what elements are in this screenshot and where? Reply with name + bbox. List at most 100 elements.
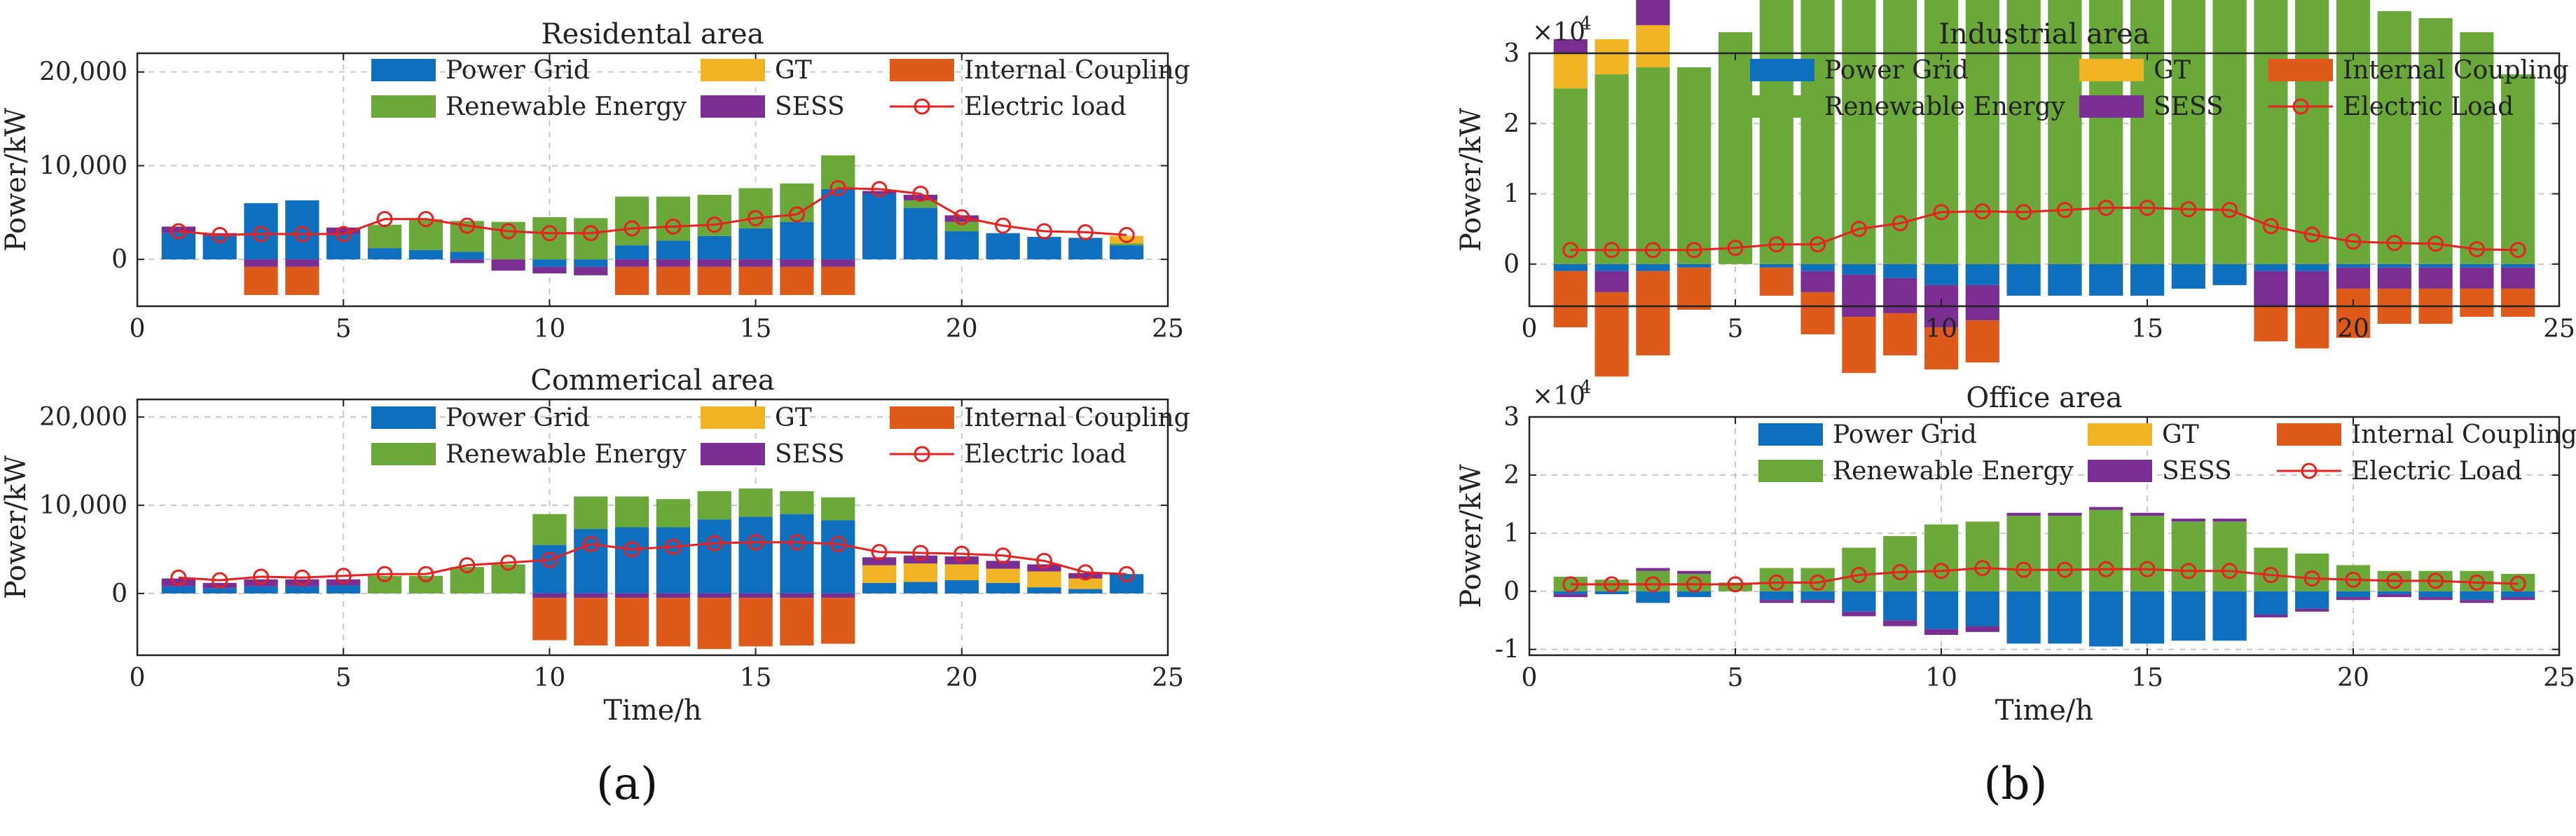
industrial-bar-renewable xyxy=(1553,88,1587,264)
industrial-bar-coupling xyxy=(2501,288,2535,317)
industrial-ytick-label: 2 xyxy=(1503,109,1520,138)
office-bar-sess xyxy=(2460,600,2494,603)
office-bar-renewable xyxy=(2089,509,2123,591)
industrial-load-point xyxy=(2016,204,2032,221)
industrial-bar-power_grid xyxy=(1759,263,1793,268)
commercial-xtick-label: 20 xyxy=(946,664,978,692)
commercial-bar-coupling xyxy=(821,598,855,644)
commercial-load-point xyxy=(294,569,310,586)
industrial-legend-swatch-coupling xyxy=(2268,59,2333,81)
industrial-legend-swatch-gt xyxy=(2079,59,2144,81)
commercial-load-point xyxy=(1035,552,1052,569)
commercial-bar-sess xyxy=(161,578,195,587)
office-bar-renewable xyxy=(1553,577,1587,591)
industrial-bar-renewable xyxy=(1800,0,1835,264)
residential-legend-swatch-power_grid xyxy=(371,59,436,81)
industrial-load-point xyxy=(2056,202,2073,219)
residential-bar-power_grid xyxy=(986,233,1020,260)
commercial-bar-gt xyxy=(1068,578,1103,589)
residential-legend-label: Electric load xyxy=(964,92,1127,121)
commercial-bar-power_grid xyxy=(614,527,649,594)
industrial-load-point xyxy=(1686,242,1702,259)
office-bar-renewable xyxy=(1924,524,1959,591)
industrial-xtick-label: 15 xyxy=(2131,315,2163,343)
commercial-bar-power_grid xyxy=(862,582,897,594)
residential-load-point xyxy=(253,226,270,242)
residential-load-point xyxy=(829,180,846,197)
office-load-point xyxy=(1892,563,1908,580)
industrial-bar-sess xyxy=(2501,267,2535,289)
industrial-bar-coupling xyxy=(2336,288,2371,338)
industrial-legend-label: Electric Load xyxy=(2343,92,2514,121)
residential-bar-power_grid xyxy=(161,233,195,260)
industrial-ytick-label: 3 xyxy=(1503,39,1520,68)
commercial-legend-swatch-renewable xyxy=(371,443,436,465)
commercial-legend-swatch-sess xyxy=(701,443,765,465)
commercial-bar-sess xyxy=(821,593,855,598)
industrial-bar-renewable xyxy=(2377,11,2411,264)
office-legend-swatch-power_grid xyxy=(1758,423,1823,446)
commercial-bar-power_grid xyxy=(161,586,195,594)
residential-bar-gt xyxy=(1110,235,1144,244)
commercial-bar-sess xyxy=(697,593,731,598)
industrial-load-point xyxy=(2180,201,2197,218)
residential-bar-power_grid xyxy=(574,259,608,267)
office-bar-sess xyxy=(1800,600,1835,603)
residential-bar-sess xyxy=(161,226,195,233)
residential-load-point xyxy=(788,206,805,223)
commercial-bar-sess xyxy=(202,582,237,589)
industrial-load-point xyxy=(2345,233,2362,250)
industrial-load-point xyxy=(2509,242,2526,259)
industrial-bar-power_grid xyxy=(1677,263,1711,268)
office-load-point xyxy=(1974,560,1991,577)
commercial-bar-coupling xyxy=(780,598,814,646)
residential-bar-power_grid xyxy=(903,207,938,260)
residential-load-point xyxy=(748,210,764,226)
industrial-chart: 0 5 10 15 20 25 0 1 2 3 Industrial area ×104 Power/k… xyxy=(1455,0,2575,377)
residential-bar-sess xyxy=(738,259,773,267)
commercial-bar-sess xyxy=(738,593,773,598)
residential-ytick-label: 0 xyxy=(111,245,128,274)
industrial-bar-sess xyxy=(2418,267,2453,289)
industrial-bar-renewable xyxy=(1636,67,1670,264)
commercial-bar-power_grid xyxy=(697,519,731,594)
office-load-point xyxy=(2139,561,2156,577)
commercial-load-point xyxy=(500,554,517,571)
commercial-bar-gt xyxy=(1027,571,1061,588)
office-ylabel: Power/kW xyxy=(1455,464,1487,608)
residential-bar-power_grid xyxy=(697,235,731,260)
residential-bar-renewable xyxy=(738,188,773,229)
residential-bar-coupling xyxy=(244,266,278,295)
office-load-point xyxy=(1933,563,1950,580)
industrial-bar-coupling xyxy=(2254,306,2288,342)
industrial-bar-renewable xyxy=(2501,74,2535,264)
industrial-load-point xyxy=(2386,235,2403,252)
commercial-bar-sess xyxy=(780,593,814,598)
industrial-bar-sess xyxy=(1842,274,1876,317)
industrial-legend-swatch-power_grid xyxy=(1750,59,1814,81)
residential-bar-sess xyxy=(903,194,938,200)
office-bar-power_grid xyxy=(1800,591,1835,601)
residential-bar-coupling xyxy=(780,266,814,295)
office-load-point xyxy=(2222,563,2238,580)
residential-load-point xyxy=(459,217,476,234)
office-legend-swatch-sess xyxy=(2088,460,2152,482)
industrial-bar-renewable xyxy=(2418,18,2453,264)
industrial-bar-coupling xyxy=(1924,327,1959,370)
office-load-point xyxy=(2180,563,2197,580)
office-load-point xyxy=(2345,571,2362,588)
office-bar-sess xyxy=(2048,512,2082,516)
commercial-bar-renewable xyxy=(532,514,567,545)
industrial-bar-renewable xyxy=(2460,32,2494,264)
industrial-bar-power_grid xyxy=(1924,263,1959,285)
office-xtick-label: 15 xyxy=(2131,664,2163,692)
residential-bar-power_grid xyxy=(450,252,484,260)
office-legend-label: GT xyxy=(2162,420,2199,449)
residential-bar-coupling xyxy=(656,266,691,295)
office-load-point xyxy=(2386,573,2403,589)
industrial-title: Industrial area xyxy=(1938,18,2149,50)
residential-bar-power_grid xyxy=(821,189,855,260)
office-load-point xyxy=(2303,570,2320,587)
industrial-load-point xyxy=(2303,226,2320,243)
industrial-bar-power_grid xyxy=(2130,263,2165,296)
